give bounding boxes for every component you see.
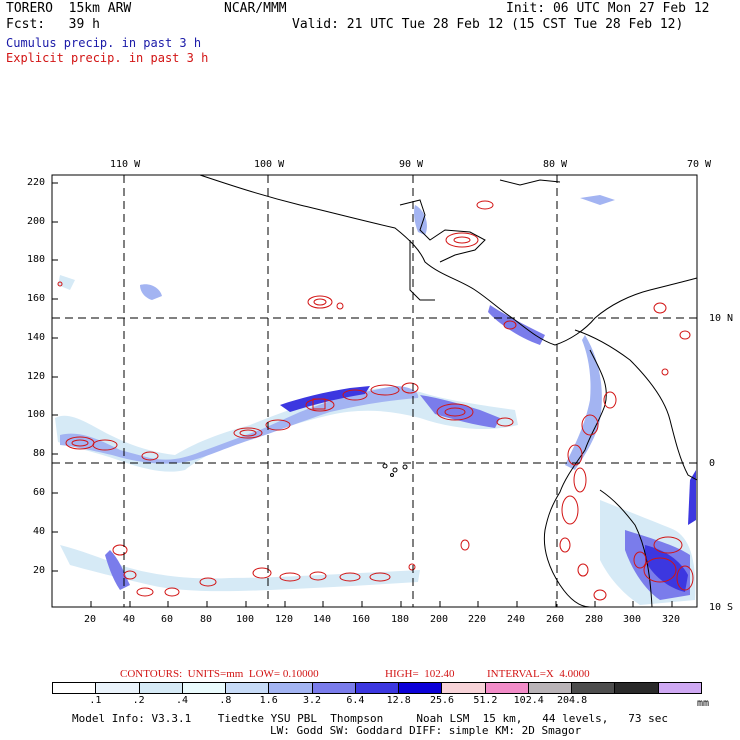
y-tick-label: 20 [33,565,46,576]
colorbar-swatch [53,683,97,693]
colorbar-label: .1 [89,695,102,706]
organization: NCAR/MMM [224,1,287,16]
y-tick-label: 160 [27,293,46,304]
lon-label-110w: 110 W [110,159,141,170]
lat-label-10s: 10 S [709,602,734,613]
colorbar-label: 102.4 [513,695,544,706]
colorbar-label: 25.6 [430,695,455,706]
x-tick-label: 240 [507,614,526,625]
valid-time: Valid: 21 UTC Tue 28 Feb 12 (15 CST Tue … [292,17,684,32]
colorbar-label: .2 [132,695,145,706]
colorbar-swatch [226,683,270,693]
colorbar-swatch [312,683,356,693]
colorbar-label: 6.4 [346,695,365,706]
colorbar-swatch [615,683,659,693]
x-tick-label: 100 [236,614,255,625]
y-tick-label: 120 [27,371,46,382]
y-tick-label: 100 [27,409,46,420]
colorbar-swatch [658,683,701,693]
colorbar-swatch [442,683,486,693]
physics-info: LW: Godd SW: Goddard DIFF: simple KM: 2D… [270,724,582,737]
colorbar-swatch [399,683,443,693]
explicit-precip-contours [57,200,694,601]
colorbar-label: 1.6 [259,695,278,706]
colorbar-swatch [485,683,529,693]
y-tick-label: 40 [33,526,46,537]
contours-interval: INTERVAL=X 4.0000 [487,668,590,680]
model-name: TORERO 15km ARW [6,1,132,16]
lat-lon-grid [52,175,697,607]
x-tick-label: 160 [352,614,371,625]
x-tick-label: 180 [391,614,410,625]
y-tick-label: 200 [27,216,46,227]
lat-label-10n: 10 N [709,313,734,324]
colorbar-unit: mm [697,698,710,709]
colorbar-swatch [528,683,573,693]
x-tick-label: 120 [275,614,294,625]
contours-units: CONTOURS: UNITS=mm LOW= 0.10000 [120,668,319,680]
model-info: Model Info: V3.3.1 Tiedtke YSU PBL Thomp… [72,712,669,725]
x-tick-label: 260 [546,614,565,625]
axis-ticks [52,182,673,607]
contours-high: HIGH= 102.40 [385,668,455,680]
colorbar [52,682,702,694]
init-time: Init: 06 UTC Mon 27 Feb 12 [506,1,710,16]
x-tick-label: 200 [430,614,449,625]
x-tick-label: 60 [161,614,174,625]
lon-label-90w: 90 W [399,159,424,170]
x-tick-label: 280 [585,614,604,625]
x-tick-label: 80 [200,614,213,625]
x-tick-label: 220 [468,614,487,625]
x-tick-label: 300 [623,614,642,625]
cumulus-legend: Cumulus precip. in past 3 h [6,36,202,50]
cumulus-precip-shading [55,195,696,605]
colorbar-label: .8 [219,695,232,706]
colorbar-label: .4 [176,695,189,706]
colorbar-swatch [96,683,140,693]
colorbar-swatch [269,683,313,693]
y-tick-label: 80 [33,448,46,459]
colorbar-swatch [572,683,616,693]
explicit-legend: Explicit precip. in past 3 h [6,51,209,65]
map-frame [51,174,698,608]
y-tick-label: 140 [27,332,46,343]
lon-label-70w: 70 W [687,159,712,170]
coastlines [199,174,698,608]
colorbar-label: 51.2 [473,695,498,706]
x-tick-label: 140 [313,614,332,625]
lat-label-0: 0 [709,458,716,469]
y-tick-label: 220 [27,177,46,188]
colorbar-label: 3.2 [303,695,322,706]
colorbar-labels: .1 .2 .4 .8 1.6 3.2 6.4 12.8 25.6 51.2 102.4 204.8 [52,695,702,709]
lon-label-100w: 100 W [254,159,285,170]
y-tick-label: 60 [33,487,46,498]
colorbar-swatch [139,683,183,693]
x-tick-label: 20 [84,614,97,625]
forecast-hour: Fcst: 39 h [6,17,100,32]
lon-label-80w: 80 W [543,159,568,170]
colorbar-swatch [182,683,227,693]
x-tick-label: 320 [662,614,681,625]
colorbar-label: 204.8 [557,695,588,706]
x-tick-label: 40 [123,614,136,625]
colorbar-label: 12.8 [386,695,411,706]
colorbar-swatch [355,683,400,693]
y-tick-label: 180 [27,254,46,265]
